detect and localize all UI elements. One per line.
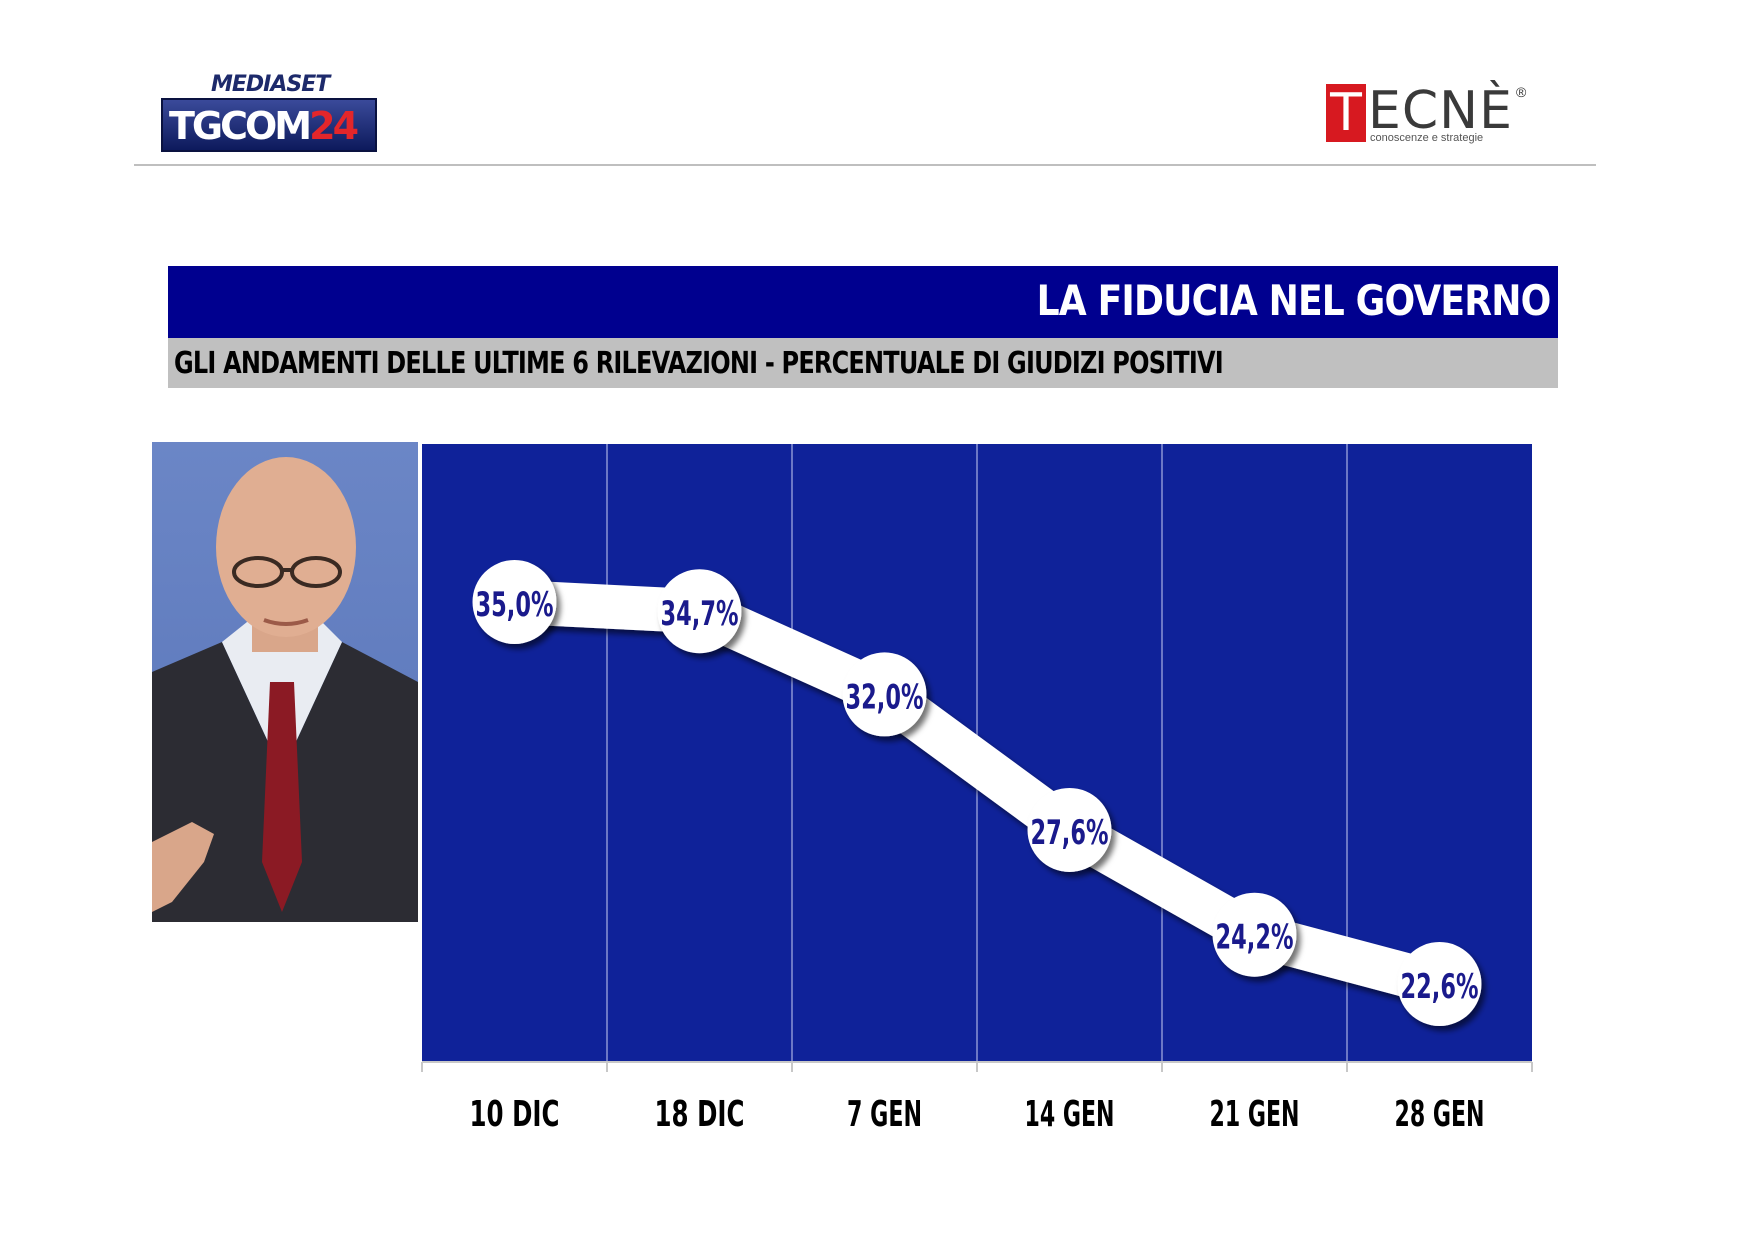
data-label-0: 35,0% [476,585,554,625]
data-point-1 [657,569,742,654]
x-tick-label-5: 28 GEN [1395,1094,1485,1135]
mediaset-logo-text: MEDIASET [211,72,330,97]
data-label-3: 27,6% [1031,813,1109,853]
subtitle-bar: GLI ANDAMENTI DELLE ULTIME 6 RILEVAZIONI… [168,338,1558,388]
tgcom24-logo: MEDIASET TGCOM24 [161,72,377,154]
x-tick-label-0: 10 DIC [470,1094,560,1135]
title-bar: LA FIDUCIA NEL GOVERNO [168,266,1558,338]
data-label-1: 34,7% [661,594,739,634]
tgcom24-logo-text: TGCOM24 [169,104,359,148]
data-point-5 [1397,942,1482,1026]
data-label-4: 24,2% [1216,918,1294,958]
tecne-logo: T ECNÈ ® conoscenze e strategie [1326,81,1527,148]
portrait-illustration [152,457,418,922]
politician-photo [152,442,418,922]
tecne-logo-letter: T [1326,84,1366,142]
chart-subtitle: GLI ANDAMENTI DELLE ULTIME 6 RILEVAZIONI… [174,346,1224,381]
data-label-5: 22,6% [1401,967,1479,1007]
tecne-tagline: conoscenze e strategie [1370,132,1484,144]
chart-title: LA FIDUCIA NEL GOVERNO [1036,276,1551,325]
plot-area: 35,0% 34,7% 32,0% 27,6% 24,2% 22,6% 10 DIC 18 D… [421,444,1533,1135]
data-point-4 [1212,892,1297,977]
data-point-0 [472,560,557,644]
data-label-2: 32,0% [846,677,924,717]
header-divider [134,164,1596,166]
x-tick-label-1: 18 DIC [655,1094,745,1135]
tgcom24-logo-box: TGCOM24 [161,98,377,152]
x-tick-label-4: 21 GEN [1210,1094,1300,1135]
data-point-2 [842,652,927,737]
x-tick-label-2: 7 GEN [847,1094,922,1135]
x-tick-label-3: 14 GEN [1025,1094,1115,1135]
tecne-registered-mark: ® [1516,84,1527,100]
data-point-3 [1027,787,1112,872]
tecne-logo-text: ECNÈ [1368,81,1513,141]
